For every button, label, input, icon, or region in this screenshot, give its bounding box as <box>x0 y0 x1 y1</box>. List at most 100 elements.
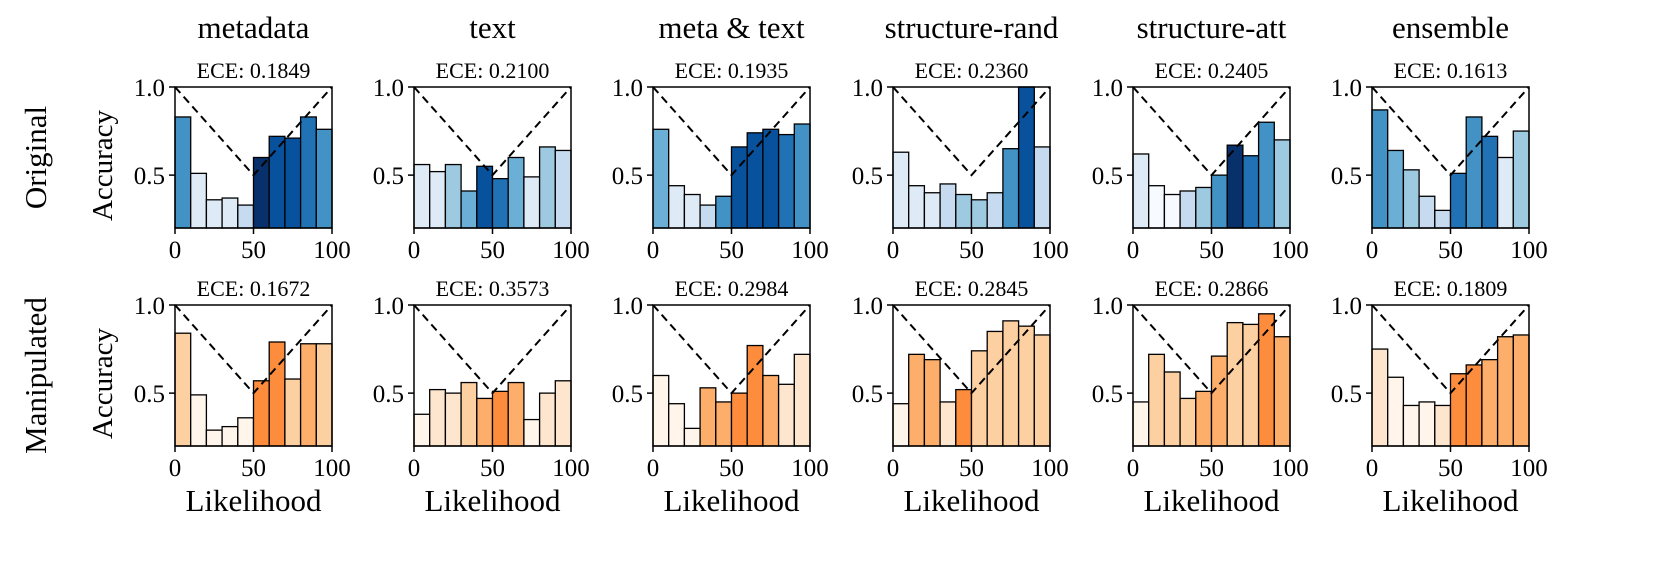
bar-0-0-3 <box>221 197 239 229</box>
bar-1-0-8 <box>299 343 317 447</box>
bar-0-4-4 <box>1195 186 1213 229</box>
x-tick-label-1-1-0: 0 <box>408 455 421 482</box>
bar-0-1-7 <box>523 176 541 229</box>
bar-1-3-7 <box>1002 320 1020 447</box>
bar-1-1-7 <box>523 418 541 447</box>
bar-1-4-6 <box>1226 321 1244 447</box>
x-tick-label-0-3-0: 0 <box>887 237 900 264</box>
x-tick-label-0-1-0: 0 <box>408 237 421 264</box>
y-tick-label-1-0-0: 0.5 <box>134 381 165 408</box>
column-title-0: metadata <box>198 10 310 45</box>
x-tick-label-0-0-0: 0 <box>169 237 182 264</box>
bar-1-0-1 <box>190 394 208 447</box>
bar-1-3-6 <box>986 330 1004 447</box>
bar-1-5-8 <box>1496 336 1514 447</box>
bar-1-4-0 <box>1132 401 1150 447</box>
x-tick-label-1-5-0: 0 <box>1366 455 1379 482</box>
x-axis-label-5: Likelihood <box>1382 483 1519 518</box>
bar-0-5-7 <box>1481 135 1499 229</box>
y-axis-label-1: Accuracy <box>87 327 119 439</box>
bar-0-1-9 <box>554 149 572 229</box>
bar-1-3-3 <box>939 401 957 447</box>
bar-1-4-9 <box>1273 336 1291 447</box>
bar-0-4-1 <box>1148 185 1166 229</box>
reference-line-1-1 <box>413 304 572 395</box>
bar-0-3-3 <box>939 183 957 229</box>
bar-1-1-5 <box>491 390 509 447</box>
ece-label-1-5: ECE: 0.1809 <box>1394 276 1508 301</box>
reference-line-1-3 <box>892 304 1051 395</box>
bar-0-0-0 <box>174 116 192 229</box>
x-tick-label-1-5-1: 50 <box>1438 455 1463 482</box>
bar-1-0-2 <box>205 429 223 447</box>
bar-1-3-4 <box>955 388 973 447</box>
bar-0-3-2 <box>923 192 941 229</box>
bar-0-1-1 <box>429 170 447 229</box>
bar-1-1-8 <box>538 392 556 447</box>
bar-1-3-1 <box>908 353 926 447</box>
y-axis-label-0: Accuracy <box>87 109 119 221</box>
ece-label-1-4: ECE: 0.2866 <box>1155 276 1269 301</box>
bar-0-5-5 <box>1449 172 1467 229</box>
y-tick-label-0-0-0: 0.5 <box>134 163 165 190</box>
bar-0-0-9 <box>315 128 333 229</box>
bar-1-2-4 <box>715 401 733 447</box>
bar-1-2-2 <box>683 427 701 447</box>
bar-0-2-5 <box>730 146 748 229</box>
x-tick-label-0-4-0: 0 <box>1127 237 1140 264</box>
bar-1-3-9 <box>1033 334 1051 447</box>
x-tick-label-0-4-2: 100 <box>1271 237 1309 264</box>
y-tick-label-1-5-1: 1.0 <box>1331 293 1362 320</box>
bar-0-5-4 <box>1434 209 1452 229</box>
bar-0-4-8 <box>1257 121 1275 229</box>
bar-0-0-1 <box>190 172 208 229</box>
x-axis-label-0: Likelihood <box>185 483 322 518</box>
row-label-original: Original <box>18 106 53 209</box>
x-tick-label-0-0-1: 50 <box>241 237 266 264</box>
y-tick-label-1-2-1: 1.0 <box>612 293 643 320</box>
bar-1-4-1 <box>1148 353 1166 447</box>
bar-1-5-2 <box>1402 404 1420 447</box>
ece-label-1-1: ECE: 0.3573 <box>436 276 550 301</box>
bar-0-2-6 <box>746 132 764 229</box>
bar-0-3-6 <box>986 192 1004 229</box>
reference-line-0-2 <box>652 86 811 177</box>
bar-1-1-1 <box>429 388 447 447</box>
x-tick-label-1-0-0: 0 <box>169 455 182 482</box>
x-tick-label-0-5-0: 0 <box>1366 237 1379 264</box>
x-tick-label-1-4-0: 0 <box>1127 455 1140 482</box>
bar-1-3-0 <box>892 403 910 447</box>
bar-1-0-7 <box>284 378 302 447</box>
bar-0-2-3 <box>699 204 717 229</box>
y-tick-label-0-0-1: 1.0 <box>134 75 165 102</box>
reference-line-1-2 <box>652 304 811 395</box>
bar-0-4-0 <box>1132 153 1150 229</box>
ece-label-0-0: ECE: 0.1849 <box>197 58 311 83</box>
bar-1-5-3 <box>1418 401 1436 447</box>
bar-0-2-0 <box>652 128 670 229</box>
x-axis-label-1: Likelihood <box>424 483 561 518</box>
bar-1-1-4 <box>476 397 494 447</box>
bar-0-2-7 <box>762 128 780 229</box>
column-title-5: ensemble <box>1392 10 1509 45</box>
bar-0-0-2 <box>205 199 223 229</box>
x-tick-label-1-2-0: 0 <box>647 455 660 482</box>
bar-1-0-3 <box>221 425 239 447</box>
bar-1-5-4 <box>1434 404 1452 447</box>
bar-0-2-8 <box>777 133 795 229</box>
bar-0-4-2 <box>1163 193 1181 229</box>
bar-0-4-5 <box>1210 174 1228 229</box>
y-tick-label-0-3-0: 0.5 <box>852 163 883 190</box>
x-tick-label-0-2-2: 100 <box>791 237 829 264</box>
bar-1-1-9 <box>554 380 572 447</box>
bar-0-0-8 <box>299 116 317 229</box>
x-tick-label-1-5-2: 100 <box>1510 455 1548 482</box>
y-tick-label-0-5-1: 1.0 <box>1331 75 1362 102</box>
x-tick-label-0-1-1: 50 <box>480 237 505 264</box>
y-tick-label-0-4-0: 0.5 <box>1092 163 1123 190</box>
x-tick-label-0-4-1: 50 <box>1199 237 1224 264</box>
row-label-manipulated: Manipulated <box>18 297 53 454</box>
bar-0-3-1 <box>908 185 926 229</box>
column-title-3: structure-rand <box>885 10 1059 45</box>
y-tick-label-1-4-1: 1.0 <box>1092 293 1123 320</box>
